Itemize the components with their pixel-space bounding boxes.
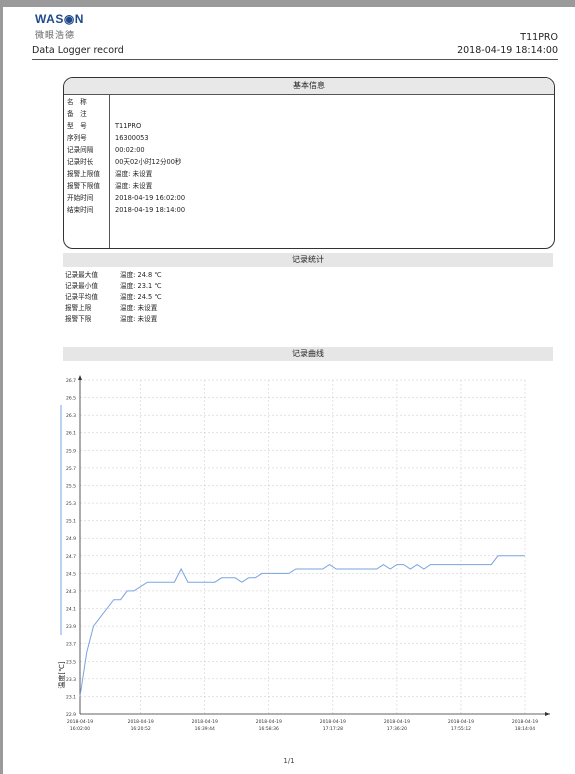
info-value: 2018-04-19 16:02:00 <box>115 192 185 204</box>
x-tick-time: 16:39:44 <box>195 726 215 732</box>
y-tick-label: 25.3 <box>66 501 76 507</box>
y-tick-label: 22.9 <box>66 712 76 718</box>
device-model: T11PRO <box>520 32 558 43</box>
stat-value: 温度: 23.1 ℃ <box>120 281 162 291</box>
x-tick-date: 2018-04-19 <box>67 719 93 725</box>
stat-value: 温度: 未设置 <box>120 303 157 313</box>
x-tick-date: 2018-04-19 <box>512 719 538 725</box>
info-value: 温度: 未设置 <box>115 180 152 192</box>
y-axis-label: 温度[℃] <box>57 661 66 689</box>
y-tick-label: 23.3 <box>66 677 76 683</box>
x-tick-date: 2018-04-19 <box>384 719 410 725</box>
x-tick-date: 2018-04-19 <box>128 719 154 725</box>
x-tick-date: 2018-04-19 <box>320 719 346 725</box>
info-label: 报警上限值 <box>67 168 109 180</box>
info-value: T11PRO <box>115 120 141 132</box>
temperature-chart: 22.9 23.1 23.3 23.5 23.7 23.9 24.1 24.3 24.5 24.7… <box>55 375 555 755</box>
stat-label: 记录最大值 <box>65 270 115 280</box>
x-tick-date: 2018-04-19 <box>192 719 218 725</box>
y-tick-label: 25.1 <box>66 519 76 525</box>
column-divider <box>109 95 110 248</box>
x-tick-date: 2018-04-19 <box>448 719 474 725</box>
stat-value: 温度: 24.5 ℃ <box>120 292 162 302</box>
brand-logo-subtitle: 微眼浩德 <box>35 28 75 41</box>
basic-info-title: 基本信息 <box>64 78 554 95</box>
info-label: 备 注 <box>67 108 109 120</box>
y-tick-label: 25.7 <box>66 466 76 472</box>
brand-logo: WAS◉N <box>35 12 84 26</box>
page-number: 1/1 <box>3 757 575 765</box>
stat-label: 记录最小值 <box>65 281 115 291</box>
stat-label: 报警下限 <box>65 314 115 324</box>
report-page: WAS◉N 微眼浩德 Data Logger record T11PRO 201… <box>3 7 575 774</box>
x-axis-arrow <box>545 712 550 716</box>
y-tick-label: 26.3 <box>66 413 76 419</box>
x-tick-time: 17:55:12 <box>451 726 471 732</box>
y-tick-label: 24.5 <box>66 571 76 577</box>
y-tick-label: 24.3 <box>66 589 76 595</box>
info-label: 记录时长 <box>67 156 109 168</box>
y-tick-label: 26.7 <box>66 378 76 384</box>
statistics-title: 记录统计 <box>63 253 553 267</box>
y-tick-label: 24.7 <box>66 554 76 560</box>
y-tick-label: 23.5 <box>66 659 76 665</box>
x-tick-time: 16:02:00 <box>70 726 90 732</box>
x-tick-time: 17:36:20 <box>387 726 407 732</box>
stat-value: 温度: 24.8 ℃ <box>120 270 162 280</box>
info-value: 16300053 <box>115 132 149 144</box>
y-tick-label: 26.5 <box>66 396 76 402</box>
curve-title: 记录曲线 <box>63 347 553 361</box>
stat-label: 报警上限 <box>65 303 115 313</box>
info-label: 名 称 <box>67 96 109 108</box>
info-label: 开始时间 <box>67 192 109 204</box>
stat-value: 温度: 未设置 <box>120 314 157 324</box>
y-tick-label: 23.9 <box>66 624 76 630</box>
info-label: 结束时间 <box>67 204 109 216</box>
document-title: Data Logger record <box>32 45 124 56</box>
x-tick-date: 2018-04-19 <box>256 719 282 725</box>
y-tick-label: 25.5 <box>66 483 76 489</box>
y-tick-label: 25.9 <box>66 448 76 454</box>
x-tick-time: 16:20:52 <box>131 726 151 732</box>
report-date: 2018-04-19 18:14:00 <box>457 45 558 56</box>
info-value: 00天02小时12分00秒 <box>115 156 182 168</box>
info-label: 报警下限值 <box>67 180 109 192</box>
y-tick-label: 23.7 <box>66 642 76 648</box>
x-tick-time: 17:17:28 <box>323 726 343 732</box>
basic-info-panel: 基本信息 名 称 备 注 型 号 T11PRO 序列号 16300053 记录间隔 0… <box>63 77 555 249</box>
x-tick-time: 16:58:36 <box>259 726 279 732</box>
info-value: 温度: 未设置 <box>115 168 152 180</box>
header-divider <box>32 59 558 60</box>
info-value: 2018-04-19 18:14:00 <box>115 204 185 216</box>
info-value: 00:02:00 <box>115 144 145 156</box>
x-tick-time: 18:14:04 <box>515 726 535 732</box>
y-tick-label: 24.9 <box>66 536 76 542</box>
y-tick-label: 23.1 <box>66 694 76 700</box>
stat-label: 记录平均值 <box>65 292 115 302</box>
info-label: 型 号 <box>67 120 109 132</box>
y-axis-arrow <box>78 375 82 380</box>
info-label: 记录间隔 <box>67 144 109 156</box>
temperature-series-line <box>80 556 525 697</box>
y-tick-label: 24.1 <box>66 607 76 613</box>
window-top-border <box>0 0 575 7</box>
info-label: 序列号 <box>67 132 109 144</box>
y-tick-label: 26.1 <box>66 431 76 437</box>
